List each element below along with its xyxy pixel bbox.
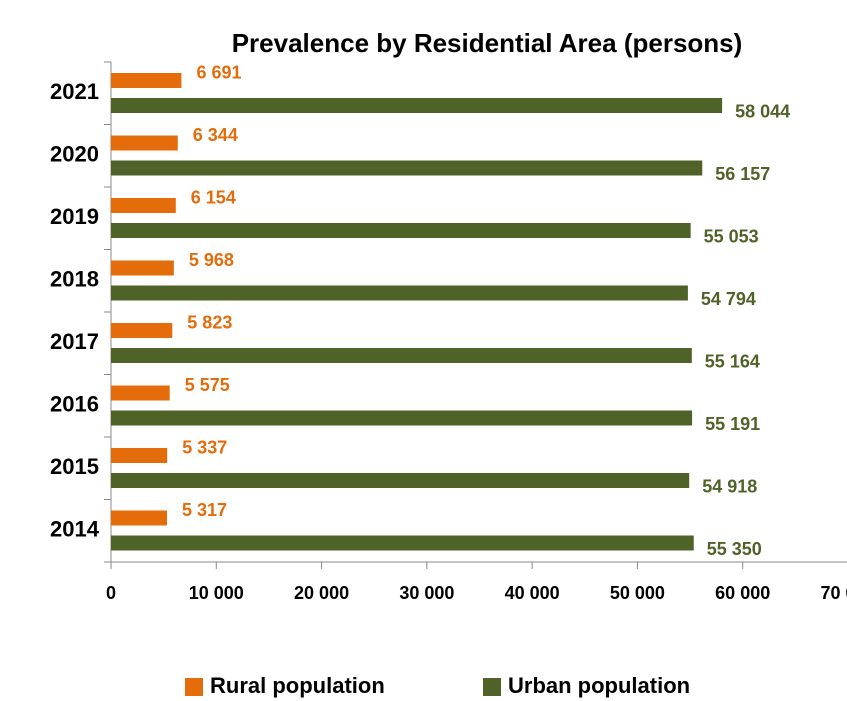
x-tick-label: 10 000 bbox=[189, 583, 244, 603]
value-label: 6 691 bbox=[196, 62, 241, 82]
x-tick-label: 60 000 bbox=[715, 583, 770, 603]
y-tick-label: 2019 bbox=[50, 204, 99, 229]
value-label: 55 053 bbox=[704, 226, 759, 246]
bar bbox=[111, 473, 690, 488]
bar bbox=[111, 510, 167, 526]
legend-label: Rural population bbox=[210, 673, 385, 698]
y-tick-label: 2021 bbox=[50, 79, 99, 104]
x-tick-label: 0 bbox=[106, 583, 116, 603]
y-tick-label: 2014 bbox=[50, 517, 100, 542]
x-tick-label: 20 000 bbox=[294, 583, 349, 603]
value-label: 5 823 bbox=[187, 312, 232, 332]
value-label: 5 968 bbox=[189, 250, 234, 270]
bar bbox=[111, 160, 703, 176]
legend-swatch bbox=[483, 678, 501, 696]
bar bbox=[111, 323, 173, 338]
bar bbox=[111, 385, 170, 401]
y-tick-label: 2015 bbox=[50, 454, 99, 479]
bar bbox=[111, 348, 692, 363]
value-label: 54 794 bbox=[701, 289, 756, 309]
value-label: 5 575 bbox=[185, 375, 230, 395]
value-label: 5 337 bbox=[182, 437, 227, 457]
bar bbox=[111, 535, 694, 551]
x-tick-label: 70 000 bbox=[820, 583, 847, 603]
y-tick-label: 2017 bbox=[50, 329, 99, 354]
value-label: 5 317 bbox=[182, 500, 227, 520]
bar bbox=[111, 73, 182, 88]
bar bbox=[111, 198, 176, 213]
bar bbox=[111, 410, 693, 426]
x-tick-label: 30 000 bbox=[399, 583, 454, 603]
legend-swatch bbox=[185, 678, 203, 696]
bar bbox=[111, 260, 174, 276]
bar bbox=[111, 98, 723, 113]
value-label: 55 350 bbox=[707, 539, 762, 559]
x-tick-label: 40 000 bbox=[505, 583, 560, 603]
bar bbox=[111, 448, 168, 463]
bar bbox=[111, 223, 691, 238]
x-tick-label: 50 000 bbox=[610, 583, 665, 603]
value-label: 6 154 bbox=[191, 187, 236, 207]
value-label: 58 044 bbox=[735, 101, 790, 121]
value-label: 54 918 bbox=[702, 476, 757, 496]
value-label: 6 344 bbox=[193, 125, 238, 145]
value-label: 56 157 bbox=[715, 164, 770, 184]
y-tick-label: 2020 bbox=[50, 142, 99, 167]
bar bbox=[111, 135, 178, 151]
legend-label: Urban population bbox=[508, 673, 690, 698]
value-label: 55 191 bbox=[705, 414, 760, 434]
value-label: 55 164 bbox=[705, 351, 760, 371]
bar bbox=[111, 285, 688, 301]
y-tick-label: 2016 bbox=[50, 392, 99, 417]
y-tick-label: 2018 bbox=[50, 267, 99, 292]
chart-title: Prevalence by Residential Area (persons) bbox=[232, 28, 743, 58]
